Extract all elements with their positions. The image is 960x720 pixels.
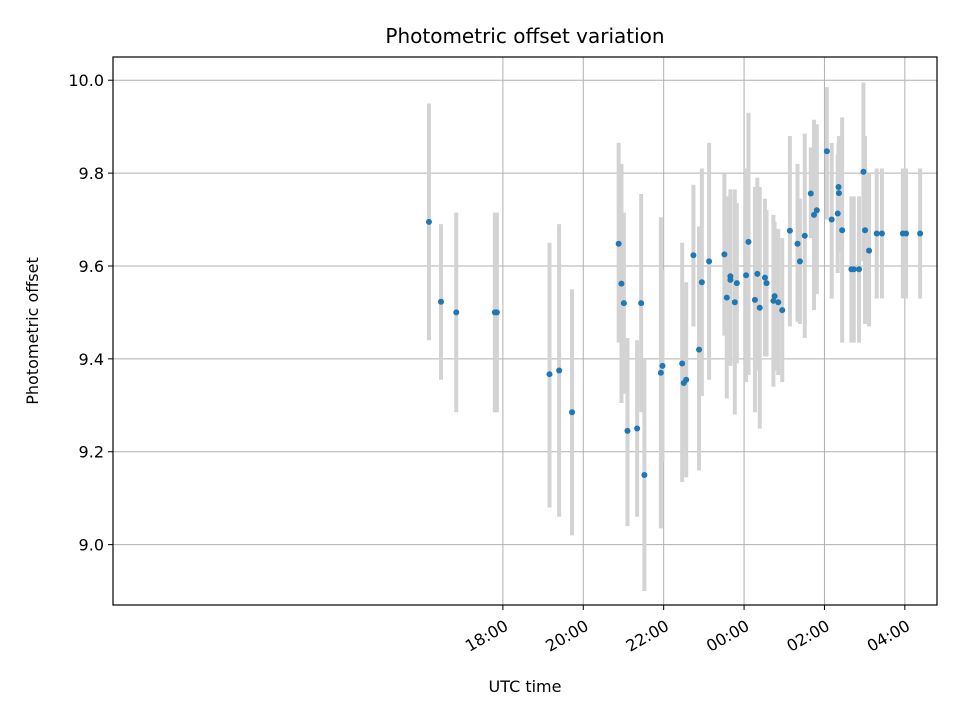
x-tick-label: 00:00 [703,616,752,656]
data-point [745,238,752,245]
data-point [779,307,786,314]
data-point [556,367,563,374]
data-point [878,230,885,237]
data-point [813,207,820,214]
data-point [659,362,666,369]
plot-frame [112,56,938,606]
data-point [754,270,761,277]
y-tick-label: 9.6 [79,257,104,276]
data-point [862,227,869,234]
data-point [801,232,808,239]
data-point [828,216,835,223]
data-point [453,309,460,316]
data-point [917,230,924,237]
data-point [856,266,863,273]
data-point [761,274,768,281]
data-point [873,230,880,237]
y-tick-label: 9.2 [79,443,104,462]
axis-ticks: 18:00 20:00 22:00 00:00 02:00 04:00 9.0 9.2 9.4 9… [68,71,913,655]
y-axis-label: Photometric offset [23,257,42,405]
y-tick-label: 10.0 [68,71,104,90]
data-point [835,190,842,197]
data-point [437,298,444,305]
data-point [731,299,738,306]
data-point [807,190,814,197]
data-point [796,258,803,265]
data-point [751,296,758,303]
data-point [679,360,686,367]
data-point [866,247,873,254]
data-point [786,227,793,234]
x-tick-label: 18:00 [462,616,511,656]
data-point [903,230,910,237]
data-point [698,279,705,286]
chart-title: Photometric offset variation [385,24,664,48]
data-point [569,409,576,416]
y-tick-label: 9.4 [79,350,104,369]
x-tick-label: 04:00 [864,616,913,656]
data-points [425,148,924,478]
data-point [634,425,641,432]
data-point [771,293,778,300]
data-point [733,280,740,287]
data-point [706,258,713,265]
data-point [624,427,631,434]
data-point [835,184,842,191]
x-axis-label: UTC time [489,677,562,696]
data-point [727,276,734,283]
data-point [618,280,625,287]
data-point [823,148,830,155]
data-point [723,294,730,301]
data-point [546,371,553,378]
x-tick-label: 22:00 [623,616,672,656]
data-point [811,211,818,218]
x-tick-label: 02:00 [783,616,832,656]
data-point [683,376,690,383]
data-point [657,369,664,376]
data-point [721,251,728,258]
data-point [620,300,627,307]
data-point [860,168,867,175]
data-point [770,297,777,304]
x-tick-label: 20:00 [542,616,591,656]
data-point [850,266,857,273]
data-point [794,240,801,247]
data-point [743,272,750,279]
data-point [638,300,645,307]
data-point [775,299,782,306]
data-point [641,471,648,478]
data-point [834,210,841,217]
y-tick-label: 9.8 [79,164,104,183]
data-point [756,304,763,311]
data-point [839,227,846,234]
data-point [690,252,697,259]
data-point [493,309,500,316]
y-tick-label: 9.0 [79,536,104,555]
data-point [615,240,622,247]
data-point [696,346,703,353]
data-point [763,280,770,287]
data-point [425,218,432,225]
